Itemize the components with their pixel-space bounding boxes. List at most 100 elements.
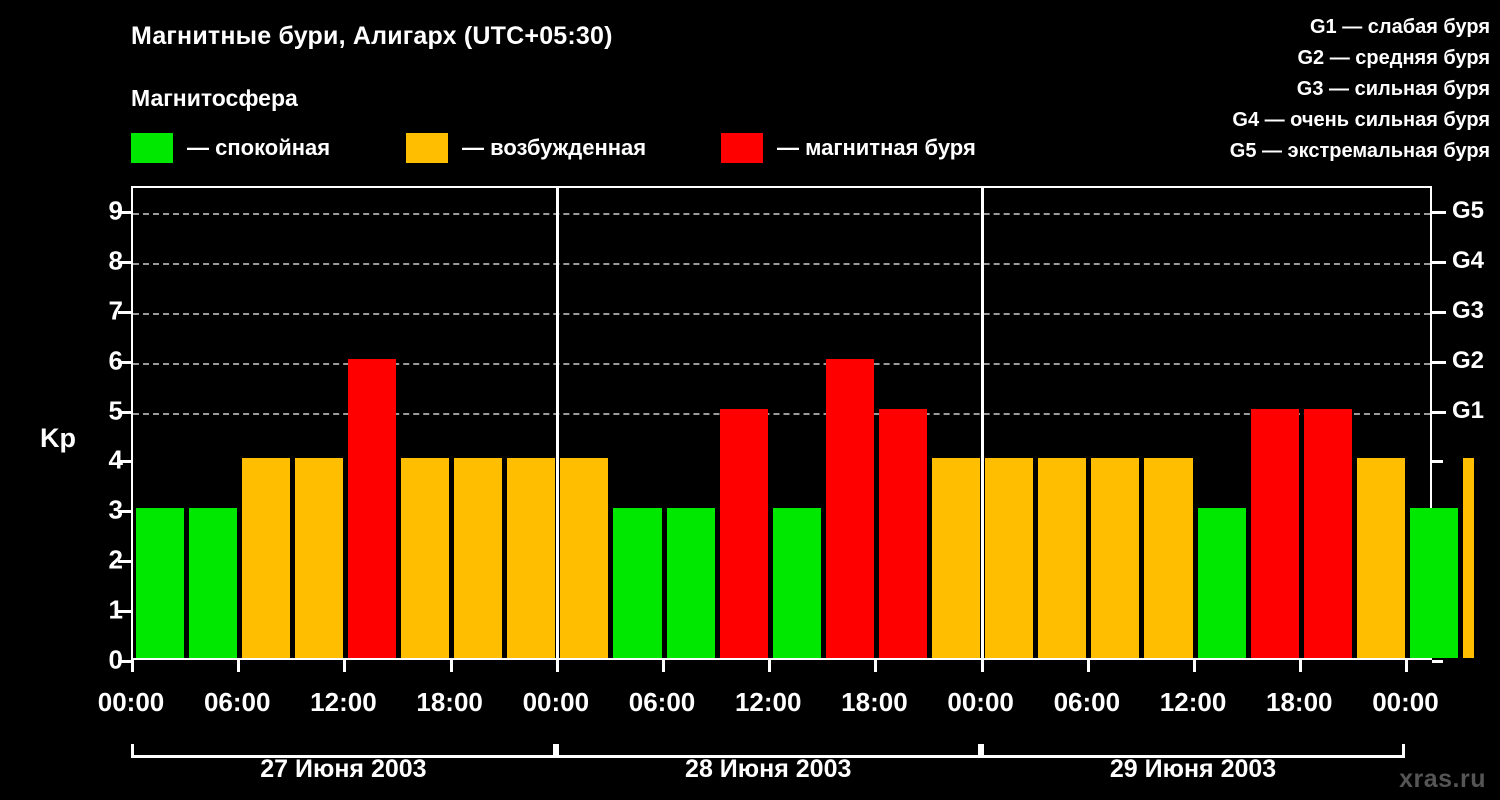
- x-tick-8: [980, 660, 984, 672]
- x-tick-10: [1193, 660, 1197, 672]
- legend-label-quiet: — спокойная: [187, 135, 331, 160]
- bar[interactable]: [401, 458, 450, 658]
- y-tick-5: [118, 410, 131, 414]
- g-scale-line-1: G1 — слабая буря: [1309, 16, 1490, 38]
- y-tick-label-3: 3: [108, 494, 123, 525]
- day-separator-2: [981, 188, 985, 658]
- plot-area: [131, 186, 1475, 660]
- bar[interactable]: [1038, 458, 1087, 658]
- x-tick-label-5: 06:00: [628, 687, 696, 717]
- g-axis-minor-tick-4: [1432, 460, 1443, 464]
- x-tick-0: [131, 660, 134, 672]
- x-tick-label-0: 00:00: [97, 687, 165, 717]
- day-bracket-2: [555, 744, 981, 758]
- g-tick-G4: [1432, 260, 1446, 264]
- g-axis-label-G1: G1: [1452, 396, 1485, 424]
- y-tick-label-9: 9: [108, 195, 123, 226]
- bar[interactable]: [772, 508, 821, 658]
- y-tick-label-8: 8: [108, 245, 123, 276]
- bar[interactable]: [666, 508, 715, 658]
- g-scale-line-4: G4 — очень сильная буря: [1232, 109, 1490, 131]
- bar[interactable]: [825, 358, 874, 658]
- day-separator-1: [556, 188, 560, 658]
- bar[interactable]: [1356, 458, 1405, 658]
- x-tick-12: [1405, 660, 1409, 672]
- y-tick-label-4: 4: [108, 444, 123, 475]
- x-tick-3: [449, 660, 453, 672]
- x-tick-label-4: 00:00: [522, 687, 590, 717]
- y-tick-9: [118, 210, 131, 214]
- x-tick-label-2: 12:00: [310, 687, 377, 717]
- y-tick-1: [118, 610, 131, 614]
- g-axis-label-G5: G5: [1452, 196, 1485, 224]
- y-tick-label-6: 6: [108, 345, 123, 376]
- y-tick-label-1: 1: [108, 594, 123, 625]
- g-tick-G3: [1432, 310, 1446, 314]
- y-tick-4: [118, 460, 131, 464]
- x-tick-label-9: 06:00: [1053, 687, 1121, 717]
- bar[interactable]: [1197, 508, 1246, 658]
- legend-item-storm: — магнитная буря: [721, 133, 976, 163]
- gridline-kp-8: [133, 262, 1430, 265]
- gridline-kp-5: [133, 412, 1430, 415]
- bar[interactable]: [241, 458, 290, 658]
- legend-label-active: — возбужденная: [462, 135, 647, 160]
- legend-label-storm: — магнитная буря: [777, 135, 976, 160]
- g-tick-G5: [1432, 210, 1446, 214]
- y-tick-2: [118, 560, 131, 564]
- bar[interactable]: [454, 458, 503, 658]
- day-label-3: 29 Июня 2003: [1109, 755, 1277, 783]
- x-tick-4: [555, 660, 559, 672]
- watermark: xras.ru: [1399, 765, 1486, 793]
- bar[interactable]: [1091, 458, 1140, 658]
- y-tick-0: [118, 660, 131, 663]
- bar[interactable]: [135, 508, 184, 658]
- x-tick-label-1: 06:00: [203, 687, 271, 717]
- bar[interactable]: [1303, 408, 1352, 658]
- g-axis-label-G4: G4: [1452, 246, 1485, 274]
- bar[interactable]: [188, 508, 237, 658]
- y-axis-title: Kp: [40, 423, 76, 453]
- y-tick-7: [118, 310, 131, 314]
- x-tick-1: [237, 660, 241, 672]
- y-tick-label-0: 0: [108, 644, 123, 675]
- y-tick-3: [118, 510, 131, 514]
- bar[interactable]: [1144, 458, 1193, 658]
- g-scale-line-3: G3 — сильная буря: [1296, 78, 1490, 100]
- x-tick-9: [1086, 660, 1090, 672]
- bar[interactable]: [1463, 458, 1475, 658]
- bar-series: [133, 188, 1475, 658]
- gridline-kp-9: [133, 212, 1430, 215]
- x-tick-label-8: 00:00: [947, 687, 1014, 717]
- g-axis-label-G2: G2: [1452, 346, 1485, 374]
- day-bracket-1: [131, 744, 556, 758]
- bar[interactable]: [1409, 508, 1459, 658]
- bar[interactable]: [347, 358, 396, 658]
- bar[interactable]: [560, 458, 609, 658]
- legend-swatch-storm-icon: [721, 133, 763, 163]
- x-tick-6: [768, 660, 772, 672]
- bar[interactable]: [719, 408, 768, 658]
- x-tick-7: [874, 660, 878, 672]
- y-tick-label-7: 7: [108, 295, 123, 326]
- bar[interactable]: [613, 508, 662, 658]
- magnetosphere-heading: Магнитосфера: [131, 85, 298, 111]
- bar[interactable]: [932, 458, 981, 658]
- bar[interactable]: [878, 408, 928, 658]
- bar[interactable]: [985, 458, 1034, 658]
- x-tick-label-10: 12:00: [1159, 687, 1227, 717]
- day-bracket-3: [980, 744, 1406, 758]
- x-tick-label-3: 18:00: [416, 687, 483, 717]
- legend-swatch-active-icon: [406, 133, 448, 163]
- g-tick-G2: [1432, 360, 1446, 364]
- x-tick-5: [662, 660, 666, 672]
- bar[interactable]: [1250, 408, 1299, 658]
- g-tick-G1: [1432, 410, 1446, 414]
- g-axis-label-G3: G3: [1452, 296, 1485, 324]
- gridline-kp-6: [133, 362, 1430, 365]
- legend-item-quiet: — спокойная: [131, 133, 330, 163]
- bar[interactable]: [294, 458, 343, 658]
- bar[interactable]: [507, 458, 556, 658]
- y-tick-6: [118, 360, 131, 364]
- x-tick-label-6: 12:00: [734, 687, 802, 717]
